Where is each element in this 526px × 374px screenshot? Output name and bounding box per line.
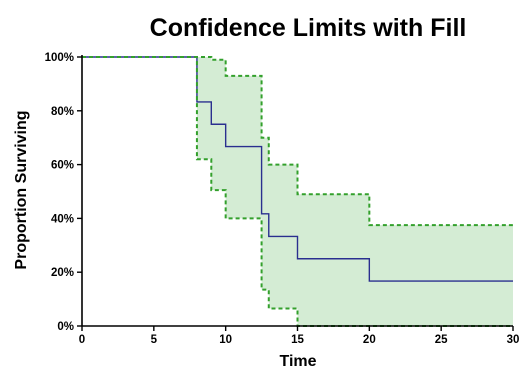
survival-line (82, 56, 513, 282)
plot-area: 0 5 10 15 20 25 30 0% 20% 40% 60% 80% 100% (45, 52, 520, 346)
y-tick-label: 60% (51, 160, 74, 172)
upper-confidence-limit-line (82, 56, 513, 227)
x-tick-label: 25 (435, 334, 448, 346)
x-tick-label: 5 (151, 334, 158, 346)
x-tick-label: 0 (79, 334, 85, 346)
lower-confidence-limit-line (82, 56, 513, 327)
x-tick-label: 15 (291, 334, 304, 346)
y-tick-label: 20% (51, 267, 74, 279)
x-tick-label: 10 (219, 334, 232, 346)
x-axis-title: Time (279, 353, 316, 370)
y-tick-label: 0% (57, 321, 74, 333)
y-tick-label: 40% (51, 213, 74, 225)
x-tick-label: 20 (363, 334, 376, 346)
chart-title: Confidence Limits with Fill (150, 14, 467, 42)
x-tick-label: 30 (507, 334, 520, 346)
y-tick-label: 80% (51, 106, 74, 118)
y-axis-title: Proportion Surviving (13, 110, 30, 269)
confidence-band-fill (82, 57, 513, 326)
y-tick-label: 100% (45, 52, 74, 64)
